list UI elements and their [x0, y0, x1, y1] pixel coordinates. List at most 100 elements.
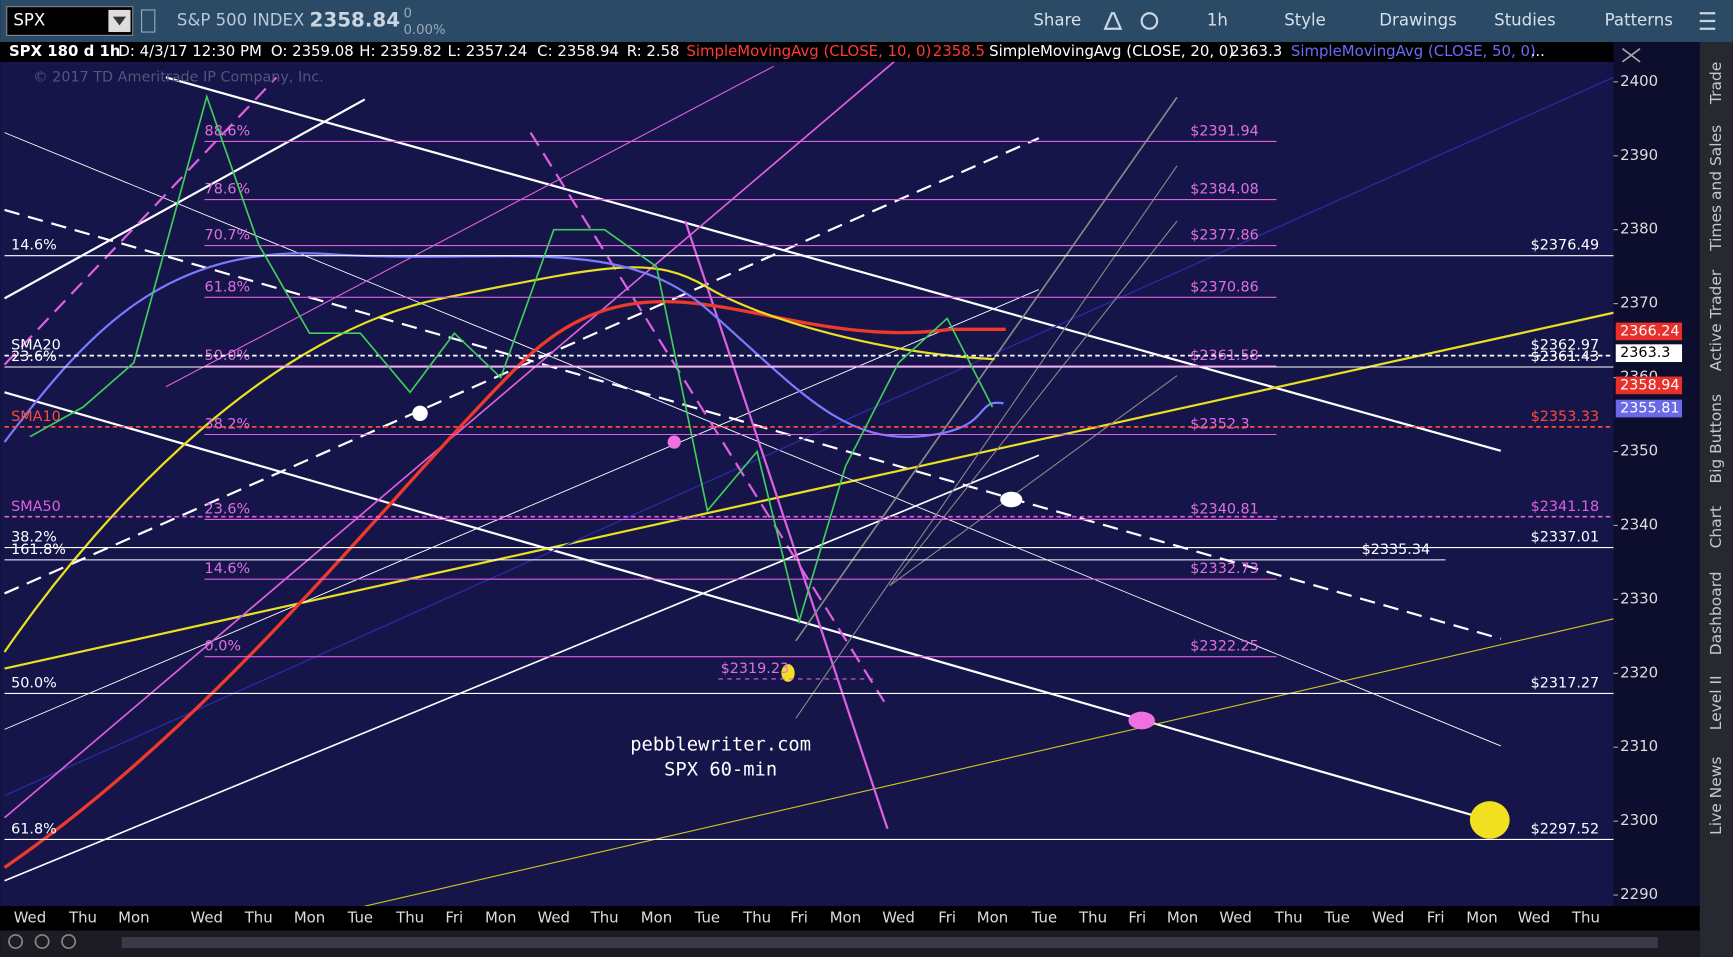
side-tab[interactable]: Trade: [1707, 62, 1725, 105]
x-tick-label: Tue: [694, 908, 720, 926]
x-tick-label: Thu: [68, 908, 97, 926]
sma20-label: SimpleMovingAvg (CLOSE, 20, 0): [989, 42, 1234, 60]
price-axis: [1613, 41, 1700, 907]
trend-line: [4, 76, 1614, 797]
price-badge: [1615, 344, 1683, 363]
fib-pct: 14.6%: [205, 561, 251, 577]
side-tab[interactable]: Active Trader: [1707, 269, 1725, 371]
fib-price: $2384.08: [1190, 182, 1259, 198]
ma-price: $2341.18: [1531, 499, 1600, 515]
toolbar: [0, 0, 1733, 42]
dropdown-arrow: [112, 16, 127, 26]
fib-pct: 70.7%: [205, 228, 251, 244]
chart-area: [0, 61, 1614, 907]
sma-20-curve: [3, 252, 1004, 443]
x-tick-label: Fri: [938, 908, 956, 926]
sma10-value: 2358.5: [933, 42, 985, 60]
sma20-value: 2363.3: [1230, 42, 1282, 60]
side-tabs: Trade Times and Sales Active Trader Big But…: [1707, 62, 1725, 835]
fib-price: $2322.25: [1190, 639, 1259, 655]
copyright: © 2017 TD Ameritrade IP Company, Inc.: [33, 69, 324, 85]
pink-line: [3, 76, 278, 366]
expand-icon[interactable]: [1621, 47, 1641, 63]
level-price: $2376.49: [1531, 238, 1600, 254]
x-tick-label: Tue: [1324, 908, 1350, 926]
scroll-thumb[interactable]: [121, 937, 1658, 949]
axis-layer: 2290230023102320233023402350236023702380…: [14, 72, 1683, 926]
x-tick-label: Mon: [1167, 908, 1198, 926]
fib-price: $2377.86: [1190, 228, 1259, 244]
toolbar-icons[interactable]: [1103, 12, 1159, 30]
x-tick-label: Wed: [882, 908, 915, 926]
ma-price: $2362.97: [1531, 338, 1600, 354]
x-tick-label: Mon: [830, 908, 861, 926]
x-tick-label: Mon: [641, 908, 672, 926]
side-tab[interactable]: Chart: [1707, 506, 1725, 549]
x-tick-label: Mon: [485, 908, 516, 926]
y-tick-label: 2310: [1620, 737, 1658, 755]
target-marker: [667, 435, 681, 449]
menu-icon[interactable]: [1699, 12, 1716, 30]
side-tab[interactable]: Times and Sales: [1707, 125, 1725, 252]
x-tick-label: Thu: [590, 908, 619, 926]
index-name: S&P 500 INDEX: [177, 10, 304, 29]
low: L: 2357.24: [448, 42, 528, 60]
price-badge: [1615, 322, 1683, 341]
x-tick-label: Fri: [1128, 908, 1146, 926]
fib-price: $2361.58: [1190, 348, 1259, 364]
ma-name: SMA50: [11, 499, 61, 515]
x-tick-label: Thu: [1274, 908, 1303, 926]
x-tick-label: Wed: [1372, 908, 1405, 926]
level-pct: 61.8%: [11, 822, 57, 838]
toolbar-button[interactable]: 1h: [1207, 10, 1228, 29]
side-tab[interactable]: Level II: [1707, 675, 1725, 730]
price-badge-label: 2358.94: [1620, 377, 1679, 393]
y-tick-label: 2350: [1620, 441, 1658, 459]
toolbar-button[interactable]: Style: [1284, 10, 1326, 29]
pink-line: [684, 220, 889, 830]
price-badge-label: 2366.24: [1620, 323, 1679, 339]
y-tick-label: 2320: [1620, 663, 1658, 681]
channel-line: [889, 220, 1178, 587]
x-tick-label: Thu: [244, 908, 273, 926]
trend-line: [4, 289, 1040, 730]
x-tick-label: Thu: [1078, 908, 1107, 926]
level-pct: 161.8%: [11, 542, 66, 558]
fib-price: $2332.73: [1190, 561, 1259, 577]
watermark: pebblewriter.com: [630, 734, 811, 755]
side-panel: [1699, 41, 1733, 957]
toolbar-button[interactable]: Share: [1033, 10, 1081, 29]
pink-line: [165, 65, 774, 388]
trend-line: [165, 76, 1502, 452]
fib-pct: 61.8%: [205, 279, 251, 295]
zoom-icons[interactable]: [8, 934, 77, 949]
x-tick-label: Mon: [294, 908, 325, 926]
toolbar-button[interactable]: Drawings: [1379, 10, 1457, 29]
plot: 88.6% $2391.94 78.6% $2384.08 70.7% $2377.86 6…: [4, 93, 1614, 841]
x-tick-label: Wed: [1219, 908, 1252, 926]
trend-line: [4, 132, 1501, 747]
y-tick-label: 2290: [1620, 885, 1658, 903]
level-pct: 38.2%: [11, 530, 57, 546]
toolbar-button[interactable]: Patterns: [1605, 10, 1673, 29]
y-tick-label: 2300: [1620, 811, 1658, 829]
price-badge-label: 2355.81: [1620, 401, 1679, 417]
net-change-pct: 0.00%: [403, 23, 445, 38]
target-marker: [1469, 801, 1510, 839]
x-tick-label: Wed: [538, 908, 571, 926]
level-pct: 50.0%: [11, 676, 57, 692]
link-icon[interactable]: [141, 9, 156, 33]
side-tab[interactable]: Big Buttons: [1707, 394, 1725, 484]
channel-line: [795, 165, 1178, 719]
channel-line: [889, 375, 1178, 587]
watermark: SPX 60-min: [664, 760, 777, 781]
side-tab[interactable]: Dashboard: [1707, 571, 1725, 655]
sma50-label: SimpleMovingAvg (CLOSE, 50, 0): [1291, 42, 1536, 60]
toolbar-button[interactable]: Studies: [1494, 10, 1555, 29]
last-price: 2358.84: [310, 8, 401, 31]
side-tab[interactable]: Live News: [1707, 757, 1725, 835]
y-tick-label: 2390: [1620, 146, 1658, 164]
target-marker: [1000, 491, 1023, 508]
symbol[interactable]: SPX: [13, 10, 45, 29]
